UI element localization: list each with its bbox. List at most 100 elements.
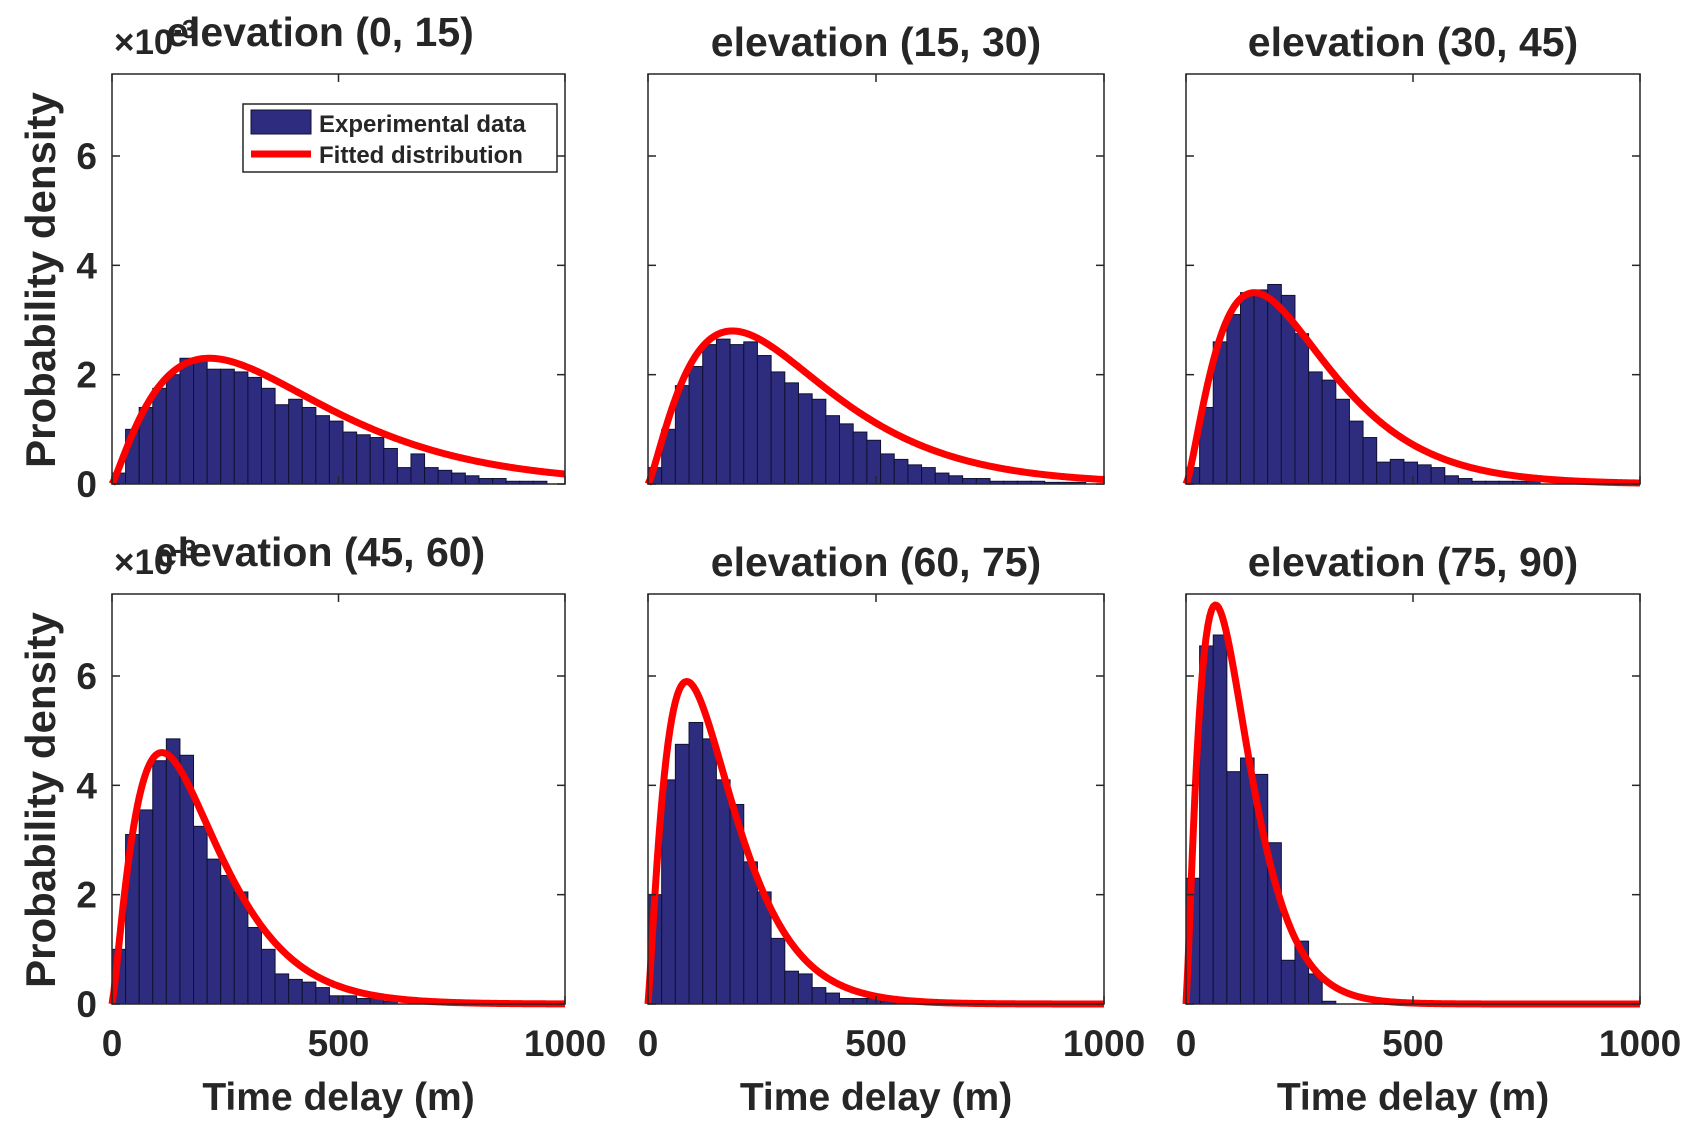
x-tick-label: 500 — [1382, 1023, 1444, 1064]
exponent-base: ×10 — [114, 23, 173, 62]
y-tick-label: 6 — [76, 136, 97, 177]
bar — [464, 475, 480, 485]
bar — [1253, 289, 1269, 485]
bar — [165, 738, 181, 1005]
panel-5: 0 500 1000 elevation (60, 75) Time delay (m) — [638, 539, 1145, 1119]
bar — [797, 973, 813, 1005]
bar — [1389, 458, 1405, 485]
bar — [1417, 464, 1432, 485]
bar — [921, 467, 936, 485]
bar — [866, 439, 882, 485]
legend: Experimental data Fitted distribution — [242, 103, 558, 173]
bar — [410, 453, 426, 485]
bar — [893, 458, 909, 485]
bars — [1185, 283, 1541, 485]
x-tick-label: 1000 — [524, 1023, 606, 1064]
bar — [852, 998, 868, 1005]
exponent-label: ×10-3 — [114, 14, 197, 62]
bar — [715, 338, 731, 485]
bar — [328, 420, 344, 485]
bar — [1403, 461, 1419, 485]
x-axis-label: Time delay (m) — [740, 1076, 1012, 1119]
bar — [1430, 467, 1446, 485]
bar — [356, 434, 371, 485]
bar — [729, 344, 745, 485]
chart-title: elevation (60, 75) — [711, 539, 1041, 585]
panel-4: 0 500 1000 0 2 4 6 elevation (45, 60)×10-3 Time … — [76, 529, 606, 1119]
bar — [1348, 420, 1364, 485]
bar — [1239, 292, 1255, 485]
bar — [396, 467, 412, 485]
bar — [674, 743, 690, 1005]
bar — [797, 393, 813, 485]
exponent-power: -3 — [173, 534, 196, 564]
bar — [770, 937, 786, 1005]
bar — [451, 472, 466, 485]
bars — [111, 738, 398, 1005]
bar — [907, 464, 923, 485]
bar — [1226, 771, 1241, 1005]
bars — [1185, 634, 1337, 1005]
bar — [424, 467, 439, 485]
bar — [315, 415, 330, 485]
bar — [193, 825, 208, 1005]
panel-1: 0 2 4 6 elevation (0, 15)×10-3 Experimental d… — [76, 9, 567, 505]
bar — [1335, 398, 1350, 485]
exponent-label: ×10-3 — [114, 534, 197, 582]
x-tick-label: 0 — [102, 1023, 123, 1064]
bar — [342, 431, 358, 485]
bar — [962, 478, 977, 485]
bar — [852, 431, 868, 485]
x-tick-label: 1000 — [1599, 1023, 1681, 1064]
y-tick-label: 4 — [76, 765, 97, 806]
panel-6: 0 500 1000 elevation (75, 90) Time delay (m) — [1176, 539, 1681, 1119]
bar — [1267, 283, 1282, 485]
bar — [1376, 461, 1391, 485]
x-tick-label: 0 — [638, 1023, 659, 1064]
bar — [1308, 371, 1323, 485]
exponent-base: ×10 — [114, 543, 173, 582]
y-tick-label: 0 — [76, 464, 97, 505]
exponent-power: -3 — [173, 14, 196, 44]
bar — [328, 995, 344, 1005]
bar — [165, 374, 181, 485]
bar — [301, 981, 317, 1005]
bar — [274, 404, 290, 485]
bar — [206, 858, 222, 1005]
bar — [825, 992, 841, 1005]
bar — [220, 368, 235, 485]
bar — [152, 760, 167, 1005]
ylabel-top: Probability density — [17, 91, 64, 467]
bar — [1280, 959, 1296, 1005]
bar — [688, 365, 704, 485]
bar — [342, 995, 358, 1005]
bar — [247, 926, 262, 1005]
y-tick-label: 4 — [76, 245, 97, 286]
bar — [1362, 437, 1378, 485]
panel-3: elevation (30, 45) — [1182, 19, 1642, 487]
bar — [975, 478, 991, 485]
bar — [743, 341, 758, 485]
bar — [743, 861, 758, 1005]
x-tick-label: 1000 — [1063, 1023, 1145, 1064]
bar — [784, 382, 799, 485]
chart-title: elevation (75, 90) — [1248, 539, 1578, 585]
bar — [1444, 475, 1459, 485]
bar — [356, 998, 371, 1005]
x-tick-label: 0 — [1176, 1023, 1197, 1064]
bar — [702, 344, 717, 485]
bar — [784, 970, 799, 1005]
bar — [715, 779, 731, 1005]
bar — [811, 398, 827, 485]
bar — [492, 478, 507, 485]
bar — [274, 973, 290, 1005]
bar — [315, 987, 330, 1005]
chart-title: elevation (30, 45) — [1248, 19, 1578, 65]
chart-title: elevation (45, 60) — [155, 529, 485, 575]
bar — [288, 978, 303, 1005]
fit-curve — [1182, 289, 1642, 487]
bar — [1457, 478, 1473, 485]
bar — [288, 398, 303, 485]
y-tick-label: 6 — [76, 656, 97, 697]
bar — [839, 423, 854, 485]
